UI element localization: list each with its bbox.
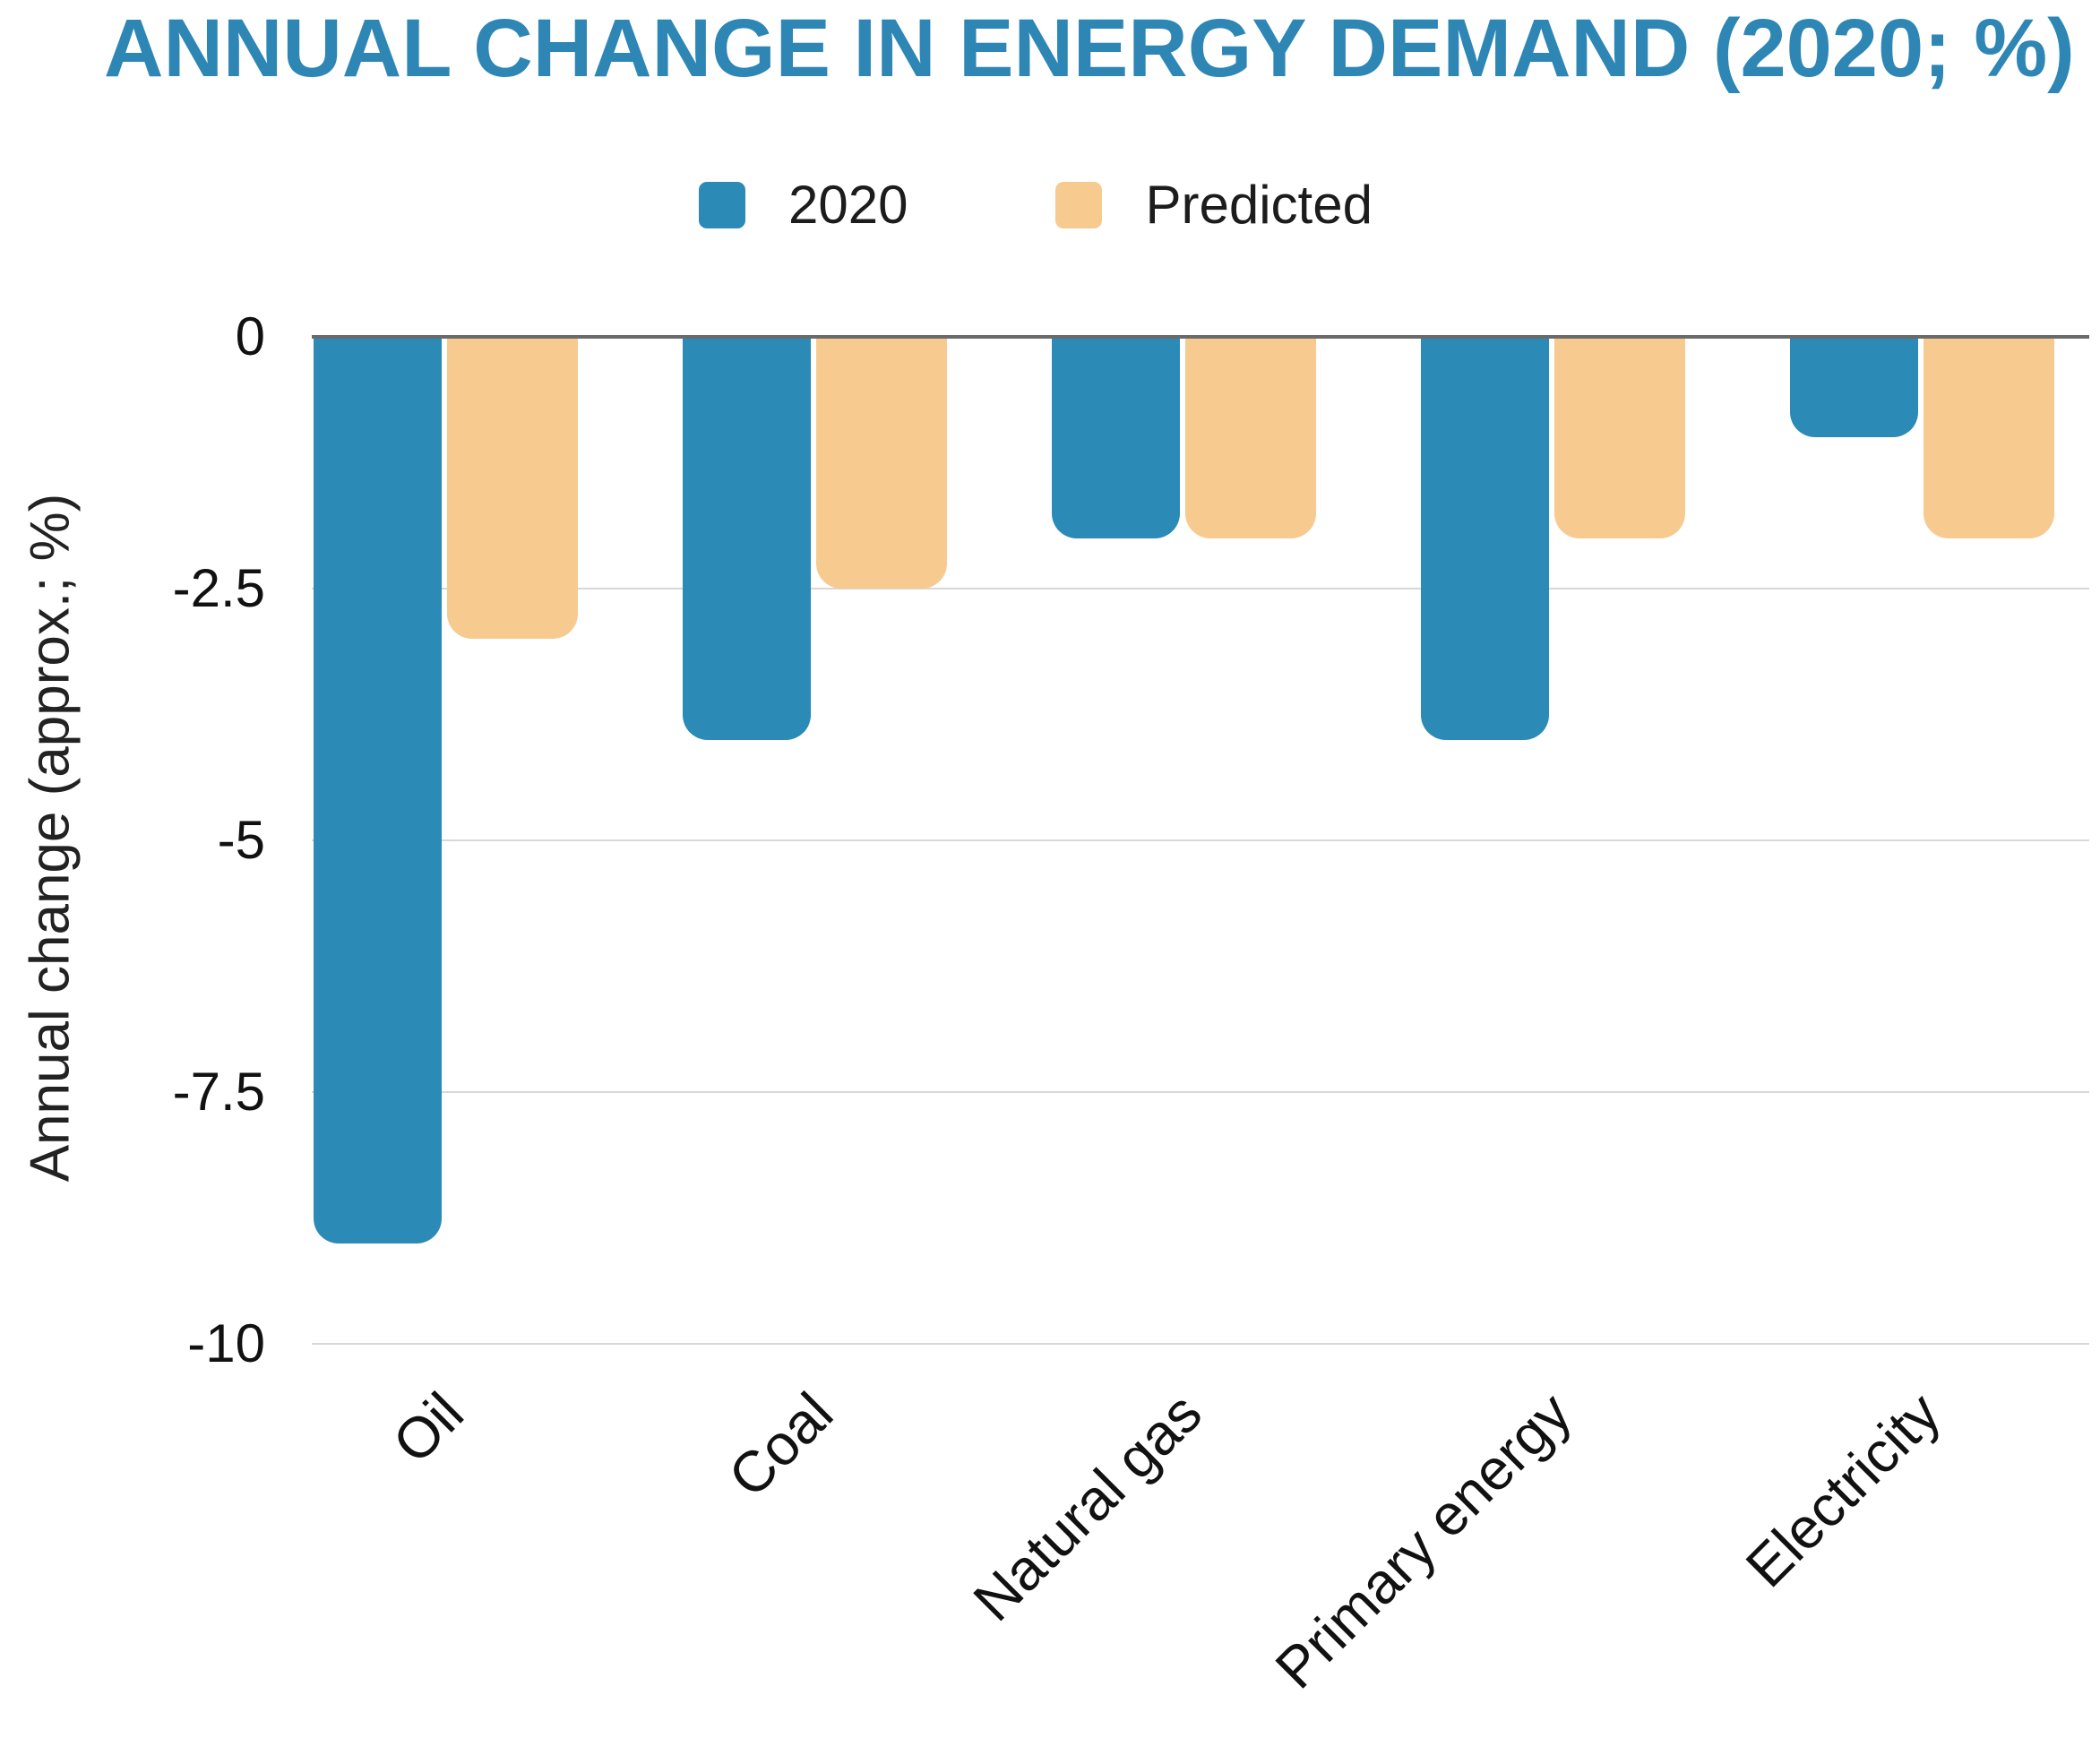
bar-predicted-primary-energy [1554, 337, 1685, 538]
x-category-label-primary-energy: Primary energy [1262, 1380, 1584, 1701]
bar-2020-primary-energy [1421, 337, 1549, 740]
x-category-label-electricity: Electricity [1733, 1380, 1953, 1600]
legend-label-2020: 2020 [788, 175, 908, 235]
bar-predicted-oil [447, 337, 578, 640]
gridline--7.5 [312, 1091, 2089, 1093]
bar-predicted-electricity [1924, 337, 2054, 538]
chart-title: ANNUAL CHANGE IN ENERGY DEMAND (2020; %) [104, 3, 2075, 94]
bar-2020-electricity [1790, 337, 1918, 438]
y-tick-label--10: -10 [187, 1313, 265, 1373]
legend-item-predicted: Predicted [1055, 174, 1373, 236]
bar-predicted-coal [816, 337, 947, 589]
bar-2020-natural-gas [1052, 337, 1180, 538]
legend-item-2020: 2020 [699, 174, 908, 236]
y-tick-label--2.5: -2.5 [172, 558, 265, 618]
zero-axis-line [312, 335, 2089, 339]
bar-2020-coal [683, 337, 811, 740]
y-tick-label--7.5: -7.5 [172, 1062, 265, 1122]
x-category-label-oil: Oil [380, 1380, 477, 1476]
y-tick-label--5: -5 [217, 810, 265, 870]
legend-label-predicted: Predicted [1145, 175, 1373, 235]
legend-swatch-2020 [699, 181, 745, 228]
gridline--10 [312, 1343, 2089, 1345]
gridline--5 [312, 839, 2089, 841]
bar-predicted-natural-gas [1185, 337, 1316, 538]
legend-swatch-predicted [1055, 181, 1103, 228]
x-category-label-natural-gas: Natural gas [960, 1380, 1215, 1634]
legend: 2020 Predicted [699, 174, 1373, 236]
bar-2020-oil [314, 337, 442, 1243]
x-category-label-coal: Coal [716, 1380, 846, 1510]
plot-area [312, 335, 2089, 1345]
y-tick-label-0: 0 [235, 306, 265, 366]
gridline--2.5 [312, 588, 2089, 589]
